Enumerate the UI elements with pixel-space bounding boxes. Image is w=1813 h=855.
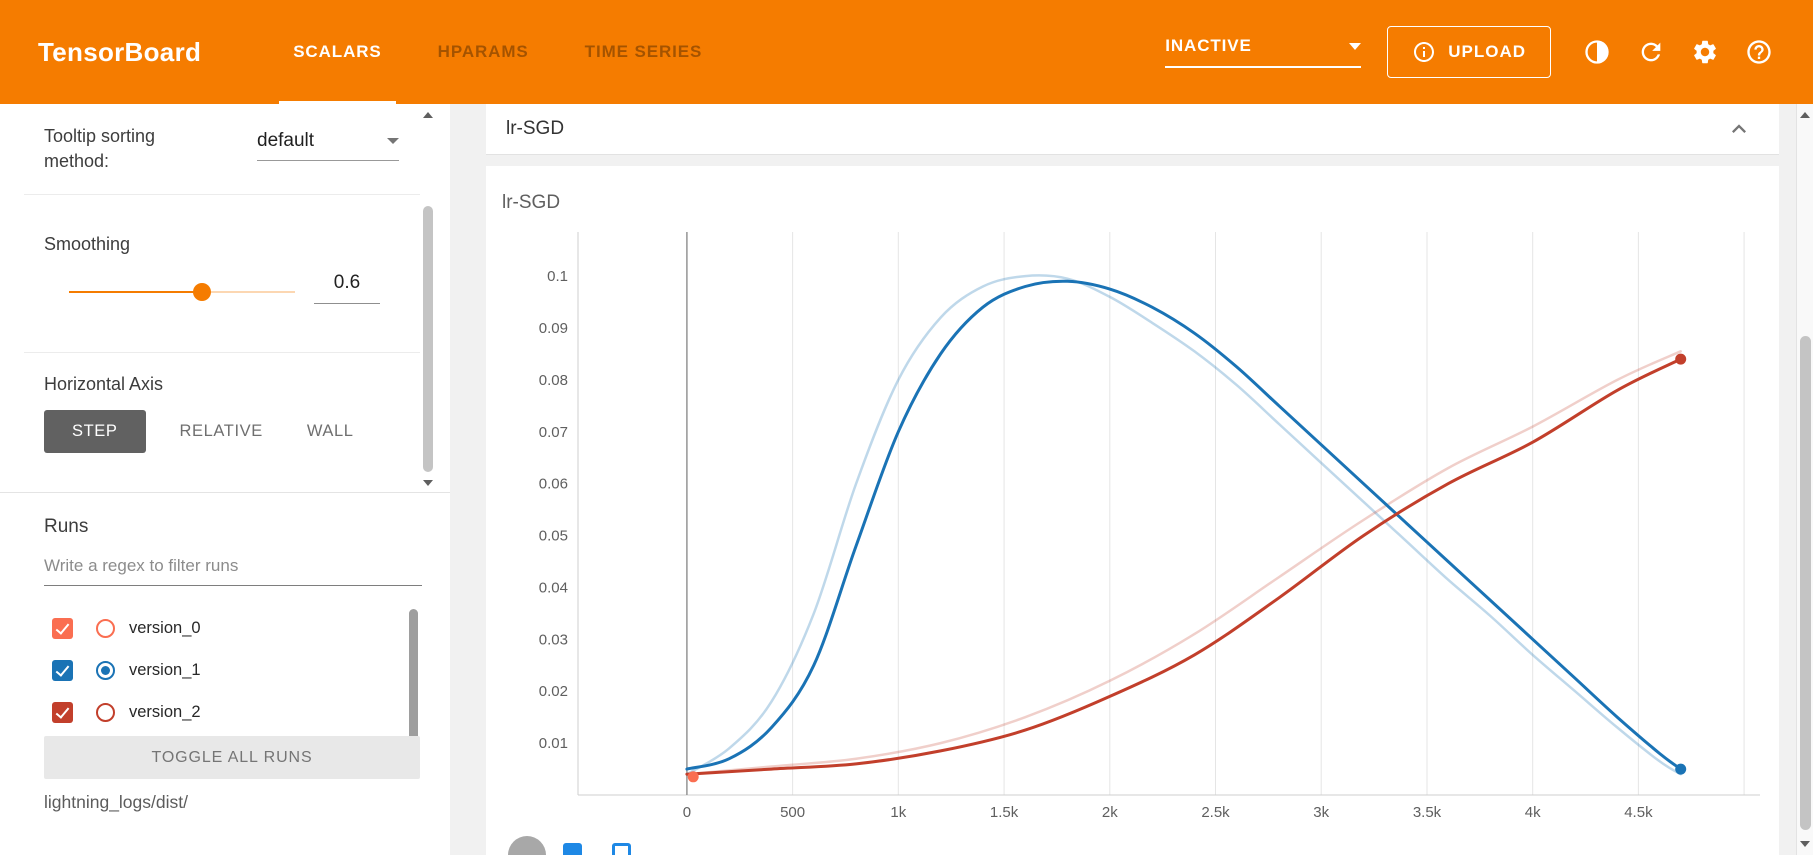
y-tick-label: 0.1 <box>547 268 568 285</box>
y-tick-label: 0.05 <box>539 528 568 545</box>
marker-version_0 <box>687 771 699 783</box>
scrollbar-thumb[interactable] <box>423 206 433 472</box>
y-tick-label: 0.04 <box>539 579 568 596</box>
tooltip-sorting-select[interactable]: default <box>257 130 399 161</box>
run-row-version_1[interactable]: version_1 <box>0 649 430 691</box>
refresh-icon[interactable] <box>1637 38 1665 66</box>
app-header: TensorBoard SCALARS HPARAMS TIME SERIES IN… <box>0 0 1813 104</box>
series-version_1_smoothed <box>685 279 1683 771</box>
run-name: version_0 <box>129 618 201 637</box>
series-version_2_smoothed <box>685 357 1683 776</box>
tooltip-sorting-label: Tooltip sorting method: <box>44 126 156 171</box>
run-radio[interactable] <box>96 660 115 680</box>
x-tick-label: 4k <box>1525 804 1541 821</box>
smoothing-slider-fill <box>69 291 202 293</box>
scalar-chart[interactable]: 0.01 0.02 0.03 0.04 0.05 0.06 0.07 0.08 0.09 0.1 0… <box>486 166 1779 855</box>
marker-version_2 <box>1675 353 1687 365</box>
horizontal-axis-options: STEP RELATIVE WALL <box>44 410 376 453</box>
y-tick-label: 0.01 <box>539 735 568 752</box>
log-directory-path: lightning_logs/dist/ <box>44 792 188 812</box>
x-tick-label: 3k <box>1313 804 1329 821</box>
sidebar-scrollbar[interactable] <box>421 106 435 492</box>
upload-button[interactable]: UPLOAD <box>1387 26 1551 78</box>
chevron-down-icon <box>1349 42 1362 50</box>
marker-version_1 <box>1675 763 1687 775</box>
status-label: INACTIVE <box>1165 36 1252 55</box>
x-tick-label: 3.5k <box>1413 804 1442 821</box>
y-tick-label: 0.06 <box>539 476 568 493</box>
run-checkbox[interactable] <box>52 659 73 681</box>
help-icon[interactable] <box>1745 38 1773 66</box>
runs-filter-input[interactable] <box>44 556 422 586</box>
run-radio[interactable] <box>96 702 115 722</box>
divider <box>0 492 450 493</box>
chevron-down-icon <box>387 138 399 144</box>
series-version_1_raw <box>685 274 1682 776</box>
section-title: lr-SGD <box>506 118 565 139</box>
chart-footer-toggle-1[interactable] <box>563 843 582 855</box>
tab-hparams[interactable]: HPARAMS <box>437 42 529 61</box>
x-tick-label: 0 <box>683 804 691 821</box>
contrast-icon[interactable] <box>1583 38 1611 66</box>
settings-icon[interactable] <box>1691 38 1719 66</box>
page-scrollbar[interactable] <box>1796 104 1813 855</box>
chart-footer-button[interactable] <box>508 836 546 855</box>
radio-dot <box>101 665 110 675</box>
x-tick-label: 500 <box>780 804 805 821</box>
run-row-version_0[interactable]: version_0 <box>0 607 430 649</box>
x-tick-label: 2k <box>1102 804 1118 821</box>
toggle-all-runs-button[interactable]: TOGGLE ALL RUNS <box>44 736 420 779</box>
run-name: version_2 <box>129 702 201 721</box>
series-version_2_raw <box>685 350 1682 776</box>
scroll-up-icon[interactable] <box>423 112 433 118</box>
x-tick-label: 1.5k <box>990 804 1019 821</box>
scalar-chart-card: lr-SGD 0.01 0.02 0.03 0.04 0.05 0.06 0.07 0.08 0… <box>486 166 1779 855</box>
runs-label: Runs <box>44 516 89 537</box>
scroll-down-icon[interactable] <box>1800 841 1810 847</box>
y-tick-label: 0.07 <box>539 424 568 441</box>
y-tick-label: 0.09 <box>539 320 568 337</box>
horizontal-axis-label: Horizontal Axis <box>44 374 164 394</box>
app-logo: TensorBoard <box>38 36 202 67</box>
run-list-scrollbar[interactable] <box>409 609 418 741</box>
y-tick-label: 0.03 <box>539 631 568 648</box>
upload-label: UPLOAD <box>1448 42 1526 61</box>
chevron-up-icon[interactable] <box>1725 115 1753 143</box>
chart-title: lr-SGD <box>502 192 561 213</box>
run-checkbox[interactable] <box>52 617 73 639</box>
tab-scalars[interactable]: SCALARS <box>265 0 409 104</box>
smoothing-slider-thumb[interactable] <box>193 283 211 301</box>
divider <box>24 194 420 195</box>
run-radio[interactable] <box>96 618 115 638</box>
divider <box>24 352 420 353</box>
scroll-up-icon[interactable] <box>1800 112 1810 118</box>
scroll-down-icon[interactable] <box>423 480 433 486</box>
scrollbar-thumb[interactable] <box>1800 336 1811 830</box>
section-header[interactable]: lr-SGD <box>486 104 1779 155</box>
nav-tabs: SCALARS HPARAMS TIME SERIES <box>265 0 730 104</box>
experiment-status-dropdown[interactable]: INACTIVE <box>1165 36 1362 68</box>
chart-footer-toggle-2[interactable] <box>612 843 631 855</box>
run-list: version_0 version_1 version_2 <box>0 607 430 733</box>
header-actions: INACTIVE UPLOAD <box>1165 26 1813 78</box>
axis-option-relative[interactable]: RELATIVE <box>179 422 263 440</box>
run-row-version_2[interactable]: version_2 <box>0 691 430 733</box>
run-name: version_1 <box>129 660 201 679</box>
y-tick-label: 0.02 <box>539 683 568 700</box>
smoothing-value-input[interactable]: 0.6 <box>314 272 380 304</box>
y-tick-label: 0.08 <box>539 372 568 389</box>
axis-option-step[interactable]: STEP <box>44 410 146 453</box>
settings-sidebar: Tooltip sorting method: default Smoothin… <box>0 104 450 855</box>
x-tick-label: 2.5k <box>1201 804 1230 821</box>
smoothing-label: Smoothing <box>44 234 131 254</box>
run-checkbox[interactable] <box>52 701 73 723</box>
axis-option-wall[interactable]: WALL <box>306 422 354 440</box>
info-icon <box>1412 40 1436 64</box>
tooltip-sorting-value: default <box>257 130 315 151</box>
tab-time-series[interactable]: TIME SERIES <box>584 42 703 61</box>
x-tick-label: 4.5k <box>1624 804 1653 821</box>
x-tick-label: 1k <box>890 804 906 821</box>
